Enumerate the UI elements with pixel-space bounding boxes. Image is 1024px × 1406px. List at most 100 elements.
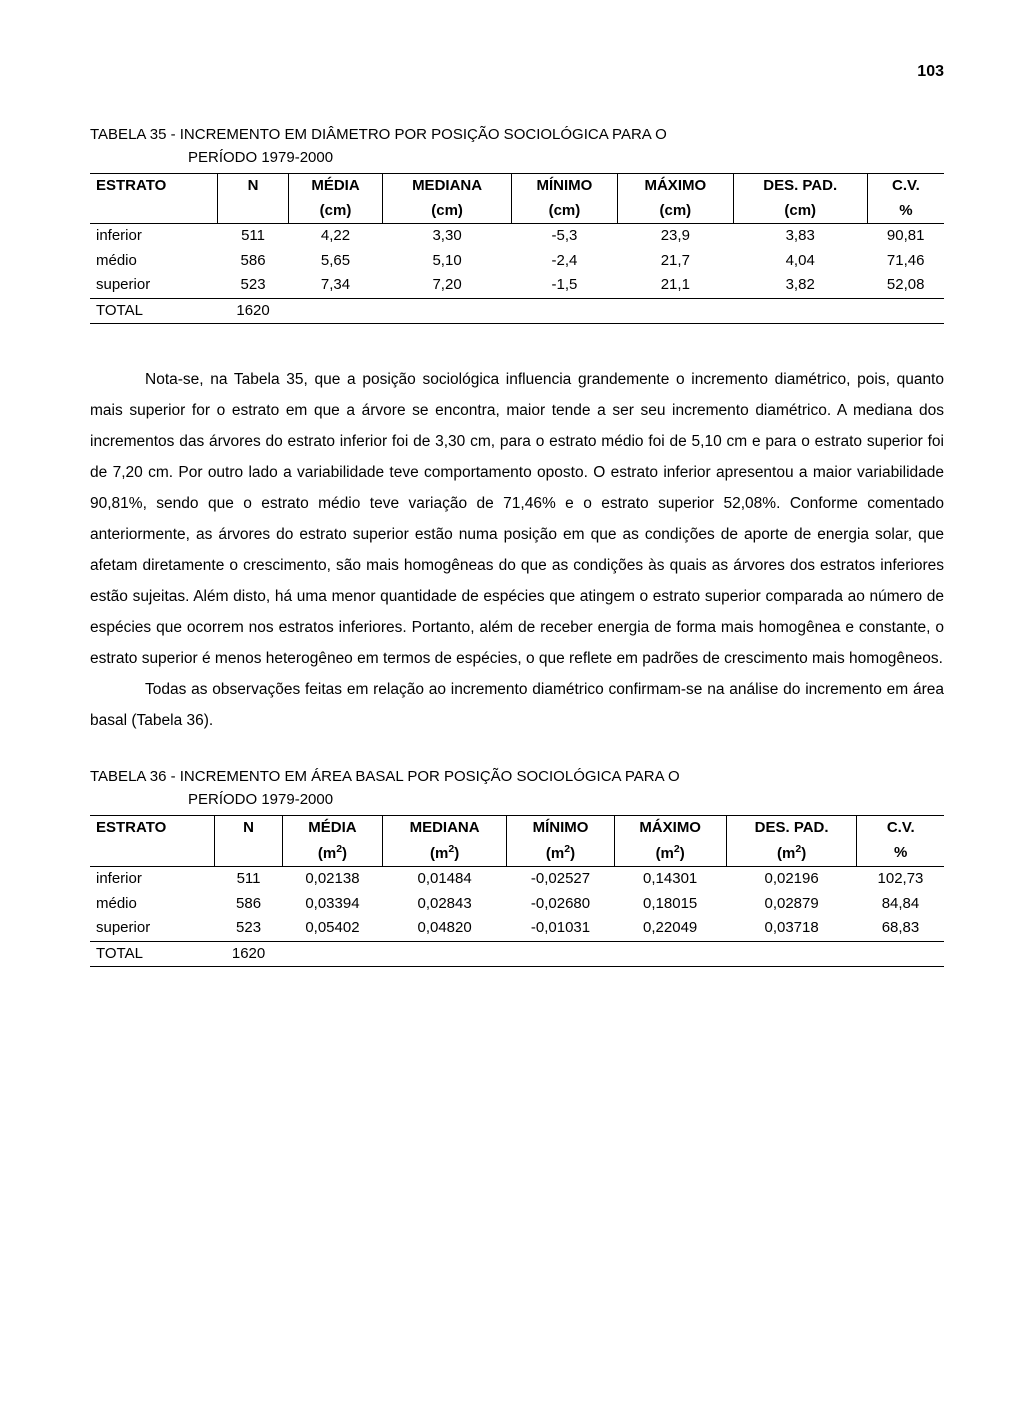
t36-r1c3: 0,02843	[382, 892, 507, 917]
t35-u-6: (cm)	[733, 199, 867, 224]
t35-h-estrato: ESTRATO	[90, 174, 218, 199]
t36-h-minimo: MÍNIMO	[507, 816, 614, 841]
t35-r1c7: 71,46	[867, 249, 944, 274]
t35-h-mediana: MEDIANA	[383, 174, 511, 199]
table-row: inferior 511 0,02138 0,01484 -0,02527 0,…	[90, 867, 944, 892]
t36-r1c6: 0,02879	[726, 892, 857, 917]
t36-u-2: (m2)	[283, 841, 383, 867]
body-text: Nota-se, na Tabela 35, que a posição soc…	[90, 364, 944, 736]
t35-r0c4: -5,3	[511, 224, 617, 249]
table36-title-text: INCREMENTO EM ÁREA BASAL POR POSIÇÃO SOC…	[180, 768, 680, 785]
table35: ESTRATO N MÉDIA MEDIANA MÍNIMO MÁXIMO DE…	[90, 173, 944, 324]
t36-u-7: %	[857, 841, 944, 867]
t35-r2c7: 52,08	[867, 273, 944, 298]
t36-h-cv: C.V.	[857, 816, 944, 841]
t35-r2c1: 523	[218, 273, 288, 298]
t35-r2c2: 7,34	[288, 273, 383, 298]
table35-subtitle: PERÍODO 1979-2000	[90, 147, 944, 170]
t35-r1c2: 5,65	[288, 249, 383, 274]
t35-r1c3: 5,10	[383, 249, 511, 274]
t35-r0c7: 90,81	[867, 224, 944, 249]
t35-r2c4: -1,5	[511, 273, 617, 298]
t36-r0c7: 102,73	[857, 867, 944, 892]
t36-r1c5: 0,18015	[614, 892, 726, 917]
table-row: médio 586 0,03394 0,02843 -0,02680 0,180…	[90, 892, 944, 917]
t35-r2c6: 3,82	[733, 273, 867, 298]
t36-r0c1: 511	[214, 867, 282, 892]
t36-u-4: (m2)	[507, 841, 614, 867]
t36-r2c1: 523	[214, 916, 282, 941]
t35-r1c1: 586	[218, 249, 288, 274]
t36-r2c4: -0,01031	[507, 916, 614, 941]
t36-r0c5: 0,14301	[614, 867, 726, 892]
t35-h-n: N	[218, 174, 288, 199]
table36-subtitle: PERÍODO 1979-2000	[90, 789, 944, 812]
t35-h-maximo: MÁXIMO	[618, 174, 733, 199]
t35-r2c0: superior	[90, 273, 218, 298]
t36-r0c4: -0,02527	[507, 867, 614, 892]
t35-r0c5: 23,9	[618, 224, 733, 249]
t36-h-despad: DES. PAD.	[726, 816, 857, 841]
t36-r1c0: médio	[90, 892, 214, 917]
t35-r0c6: 3,83	[733, 224, 867, 249]
table-row: inferior 511 4,22 3,30 -5,3 23,9 3,83 90…	[90, 224, 944, 249]
table36-label: TABELA 36 -	[90, 768, 180, 785]
t35-r1c6: 4,04	[733, 249, 867, 274]
page-number: 103	[90, 60, 944, 84]
t36-u-6: (m2)	[726, 841, 857, 867]
t35-total-label: TOTAL	[90, 298, 218, 324]
t35-r0c0: inferior	[90, 224, 218, 249]
t35-u-1	[218, 199, 288, 224]
table-row: superior 523 7,34 7,20 -1,5 21,1 3,82 52…	[90, 273, 944, 298]
t35-r2c3: 7,20	[383, 273, 511, 298]
paragraph-2: Todas as observações feitas em relação a…	[90, 674, 944, 736]
t35-u-7: %	[867, 199, 944, 224]
t35-h-despad: DES. PAD.	[733, 174, 867, 199]
t35-u-0	[90, 199, 218, 224]
t36-h-n: N	[214, 816, 282, 841]
t36-r1c7: 84,84	[857, 892, 944, 917]
table-row-total: TOTAL 1620	[90, 941, 944, 967]
t35-r2c5: 21,1	[618, 273, 733, 298]
t35-u-3: (cm)	[383, 199, 511, 224]
t36-u-0	[90, 841, 214, 867]
t35-u-4: (cm)	[511, 199, 617, 224]
t35-r0c1: 511	[218, 224, 288, 249]
t35-r1c5: 21,7	[618, 249, 733, 274]
table-row: médio 586 5,65 5,10 -2,4 21,7 4,04 71,46	[90, 249, 944, 274]
t36-r2c2: 0,05402	[283, 916, 383, 941]
t35-r0c3: 3,30	[383, 224, 511, 249]
table36: ESTRATO N MÉDIA MEDIANA MÍNIMO MÁXIMO DE…	[90, 815, 944, 967]
table-row: superior 523 0,05402 0,04820 -0,01031 0,…	[90, 916, 944, 941]
t36-r2c3: 0,04820	[382, 916, 507, 941]
t36-r2c0: superior	[90, 916, 214, 941]
t36-r0c2: 0,02138	[283, 867, 383, 892]
paragraph-1: Nota-se, na Tabela 35, que a posição soc…	[90, 364, 944, 674]
t36-total-label: TOTAL	[90, 941, 214, 967]
t35-r1c0: médio	[90, 249, 218, 274]
t36-h-mediana: MEDIANA	[382, 816, 507, 841]
t36-r2c7: 68,83	[857, 916, 944, 941]
table36-title: TABELA 36 - INCREMENTO EM ÁREA BASAL POR…	[90, 766, 944, 811]
table35-title-text: INCREMENTO EM DIÂMETRO POR POSIÇÃO SOCIO…	[180, 126, 667, 143]
t36-r0c3: 0,01484	[382, 867, 507, 892]
t36-r1c4: -0,02680	[507, 892, 614, 917]
t36-r0c0: inferior	[90, 867, 214, 892]
t36-u-3: (m2)	[382, 841, 507, 867]
t35-r0c2: 4,22	[288, 224, 383, 249]
t35-r1c4: -2,4	[511, 249, 617, 274]
t36-h-maximo: MÁXIMO	[614, 816, 726, 841]
t36-total-n: 1620	[214, 941, 282, 967]
t36-r0c6: 0,02196	[726, 867, 857, 892]
t36-u-5: (m2)	[614, 841, 726, 867]
t35-total-n: 1620	[218, 298, 288, 324]
t36-u-1	[214, 841, 282, 867]
t36-r2c5: 0,22049	[614, 916, 726, 941]
t36-h-estrato: ESTRATO	[90, 816, 214, 841]
t35-h-minimo: MÍNIMO	[511, 174, 617, 199]
t36-h-media: MÉDIA	[283, 816, 383, 841]
t35-u-5: (cm)	[618, 199, 733, 224]
t36-r1c2: 0,03394	[283, 892, 383, 917]
t36-r1c1: 586	[214, 892, 282, 917]
table35-label: TABELA 35 -	[90, 126, 180, 143]
